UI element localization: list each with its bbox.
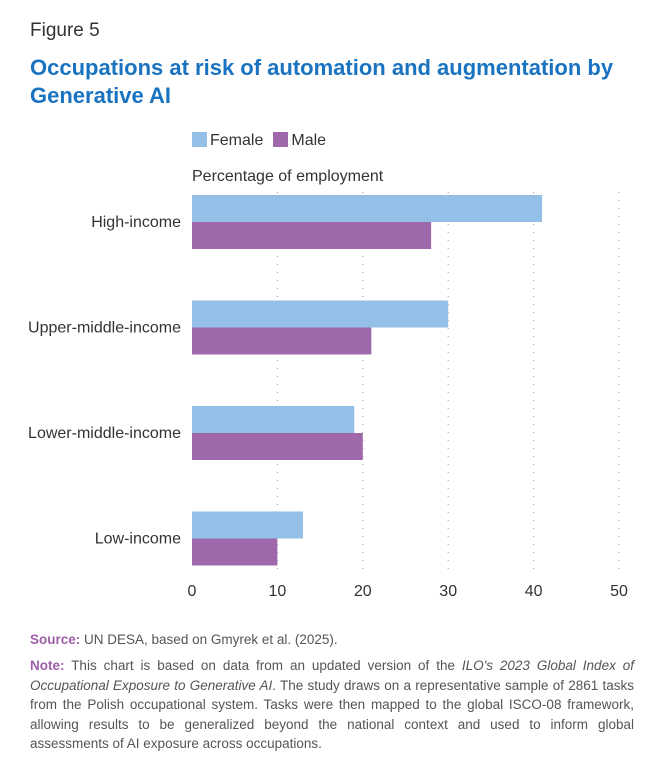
note-text: This chart is based on data from an upda…: [71, 658, 462, 673]
legend-male: Male: [273, 132, 326, 150]
legend: Female Male: [192, 132, 326, 150]
bar-male: [192, 433, 363, 460]
category-label: Upper-middle-income: [28, 320, 181, 337]
x-axis-label: Percentage of employment: [192, 168, 384, 185]
chart-title: Occupations at risk of automation and au…: [30, 55, 614, 108]
note-label: Note:: [30, 658, 65, 673]
x-tick-label: 30: [439, 583, 457, 600]
x-tick-label: 20: [354, 583, 372, 600]
bar-female: [192, 300, 449, 328]
note-text: . The study draws on a representative sa…: [30, 677, 634, 752]
legend-swatch-female: [192, 132, 207, 147]
x-tick-label: 10: [269, 583, 287, 600]
bar-male: [192, 222, 432, 249]
category-label: High-income: [91, 214, 181, 231]
legend-label: Female: [210, 132, 264, 149]
note: Note: This chart is based on data from a…: [30, 656, 634, 754]
source-label: Source:: [30, 632, 81, 647]
x-tick-label: 0: [188, 583, 197, 600]
bar-female: [192, 406, 355, 433]
figure-label: Figure 5: [30, 20, 100, 41]
source-text: UN DESA, based on Gmyrek et al. (2025).: [84, 632, 338, 647]
bar-female: [192, 511, 304, 539]
x-tick-label: 40: [525, 583, 543, 600]
legend-swatch-male: [273, 132, 289, 147]
source: Source: UN DESA, based on Gmyrek et al. …: [30, 630, 634, 650]
x-tick-label: 50: [610, 583, 628, 600]
legend-female: Female: [192, 132, 263, 150]
category-label: Lower-middle-income: [28, 425, 181, 442]
bar-female: [192, 195, 543, 222]
category-label: Low-income: [95, 531, 181, 548]
bar-male: [192, 327, 372, 355]
bar-male: [192, 538, 278, 566]
bar-chart: 0 10 20 30 40 50 High-income Upper-middle-incom…: [28, 192, 628, 600]
legend-label: Male: [291, 132, 327, 149]
note-italic: ILO's 2023 Global Index of Occupational …: [30, 658, 635, 693]
